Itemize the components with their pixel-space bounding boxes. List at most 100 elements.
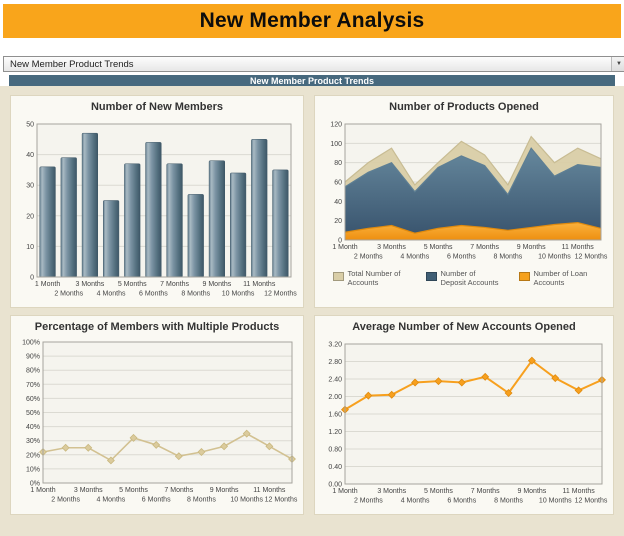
svg-text:4 Months: 4 Months (400, 254, 429, 261)
svg-text:1.20: 1.20 (328, 429, 342, 436)
header-banner: New Member Analysis (3, 4, 621, 38)
legend: Total Number of Accounts Number of Deposi… (315, 269, 613, 287)
svg-text:2.40: 2.40 (328, 377, 342, 384)
svg-text:80%: 80% (26, 368, 40, 375)
svg-text:10 Months: 10 Months (222, 291, 255, 298)
svg-text:120: 120 (330, 122, 342, 129)
legend-swatch-icon (332, 272, 344, 281)
svg-text:4 Months: 4 Months (97, 497, 126, 504)
svg-text:11 Months: 11 Months (562, 244, 595, 251)
svg-text:1 Month: 1 Month (332, 488, 357, 495)
bar-chart-new-members: 0 10 20 30 40 50 1 Month 2 Months 3 Months 4 Mont… (26, 122, 297, 298)
svg-text:12 Months: 12 Months (265, 497, 298, 504)
svg-text:3.20: 3.20 (328, 342, 342, 349)
svg-text:8 Months: 8 Months (187, 497, 216, 504)
svg-text:0: 0 (338, 238, 342, 245)
svg-text:2 Months: 2 Months (51, 497, 80, 504)
svg-text:4 Months: 4 Months (97, 291, 126, 298)
line-chart-multiple-products: 0% 10% 20% 30% 40% 50% 60% 70% 80% 90% 100% 1 Month… (22, 340, 298, 504)
panel-avg-accounts: Average Number of New Accounts Opened 0.… (314, 315, 614, 515)
svg-text:10%: 10% (26, 466, 40, 473)
svg-text:0.80: 0.80 (328, 447, 342, 454)
svg-text:9 Months: 9 Months (210, 487, 239, 494)
svg-text:7 Months: 7 Months (470, 244, 499, 251)
chart-title-products-opened: Number of Products Opened (389, 101, 539, 113)
svg-text:12 Months: 12 Months (575, 254, 608, 261)
svg-text:20: 20 (334, 218, 342, 225)
svg-text:60: 60 (334, 180, 342, 187)
svg-text:100%: 100% (22, 340, 40, 347)
svg-text:2.80: 2.80 (328, 359, 342, 366)
legend-item: Total Number of Accounts (332, 269, 410, 287)
svg-text:8 Months: 8 Months (494, 498, 523, 505)
svg-text:0%: 0% (30, 481, 40, 488)
svg-text:40: 40 (334, 199, 342, 206)
svg-text:10 Months: 10 Months (538, 254, 571, 261)
svg-text:7 Months: 7 Months (160, 281, 189, 288)
svg-text:5 Months: 5 Months (424, 244, 453, 251)
svg-text:6 Months: 6 Months (447, 498, 476, 505)
svg-text:50: 50 (26, 122, 34, 129)
report-selector-value: New Member Product Trends (10, 58, 134, 70)
svg-text:9 Months: 9 Months (203, 281, 232, 288)
svg-text:2 Months: 2 Months (354, 498, 383, 505)
svg-text:3 Months: 3 Months (76, 281, 105, 288)
svg-text:90%: 90% (26, 354, 40, 361)
panel-new-members: Number of New Members 0 10 20 30 40 50 1 Month… (10, 95, 304, 308)
panel-multiple-products: Percentage of Members with Multiple Prod… (10, 315, 304, 515)
svg-text:1.60: 1.60 (328, 412, 342, 419)
svg-text:1 Month: 1 Month (35, 281, 60, 288)
svg-text:5 Months: 5 Months (119, 487, 148, 494)
svg-text:6 Months: 6 Months (139, 291, 168, 298)
dashboard-content: Number of New Members 0 10 20 30 40 50 1 Month… (0, 86, 624, 536)
svg-text:5 Months: 5 Months (424, 488, 453, 495)
svg-text:10: 10 (26, 244, 34, 251)
svg-text:5 Months: 5 Months (118, 281, 147, 288)
svg-text:2 Months: 2 Months (54, 291, 83, 298)
legend-label: Number of Loan Accounts (533, 269, 588, 287)
svg-text:2 Months: 2 Months (354, 254, 383, 261)
legend-item: Number of Loan Accounts (518, 269, 596, 287)
svg-text:0.00: 0.00 (328, 482, 342, 489)
svg-text:11 Months: 11 Months (253, 487, 286, 494)
legend-swatch-icon (518, 272, 530, 281)
legend-label: Total Number of Accounts (347, 269, 401, 287)
section-header: New Member Product Trends (9, 75, 615, 86)
svg-text:4 Months: 4 Months (401, 498, 430, 505)
chart-title-new-members: Number of New Members (90, 101, 224, 113)
svg-text:0.40: 0.40 (328, 464, 342, 471)
svg-text:40%: 40% (26, 424, 40, 431)
svg-text:40: 40 (26, 152, 34, 159)
area-chart-products-opened: 0 20 40 60 80 100 120 1 Month 2 Months 3 Months 4 … (330, 122, 608, 261)
svg-text:30%: 30% (26, 438, 40, 445)
svg-text:0: 0 (30, 275, 34, 282)
chart-title-multiple-products: Percentage of Members with Multiple Prod… (34, 321, 280, 333)
svg-text:1 Month: 1 Month (332, 244, 357, 251)
svg-text:30: 30 (26, 183, 34, 190)
svg-text:100: 100 (330, 141, 342, 148)
report-selector-dropdown[interactable]: New Member Product Trends ▼ (3, 56, 624, 72)
svg-text:9 Months: 9 Months (517, 244, 546, 251)
svg-text:2.00: 2.00 (328, 394, 342, 401)
chart-title-avg-accounts: Average Number of New Accounts Opened (352, 321, 576, 333)
svg-text:20%: 20% (26, 452, 40, 459)
svg-text:12 Months: 12 Months (575, 498, 608, 505)
page-title: New Member Analysis (199, 9, 425, 32)
svg-text:50%: 50% (26, 410, 40, 417)
svg-text:10 Months: 10 Months (539, 498, 572, 505)
svg-text:80: 80 (334, 160, 342, 167)
svg-text:20: 20 (26, 213, 34, 220)
svg-text:3 Months: 3 Months (377, 488, 406, 495)
svg-text:70%: 70% (26, 382, 40, 389)
svg-text:1 Month: 1 Month (30, 487, 55, 494)
svg-text:11 Months: 11 Months (563, 488, 596, 495)
panel-products-opened: Number of Products Opened 0 20 40 60 80 100 12… (314, 95, 614, 308)
svg-text:6 Months: 6 Months (447, 254, 476, 261)
svg-text:8 Months: 8 Months (181, 291, 210, 298)
svg-text:7 Months: 7 Months (164, 487, 193, 494)
svg-text:7 Months: 7 Months (471, 488, 500, 495)
svg-text:3 Months: 3 Months (377, 244, 406, 251)
chevron-down-icon[interactable]: ▼ (611, 57, 624, 71)
svg-text:3 Months: 3 Months (74, 487, 103, 494)
svg-text:60%: 60% (26, 396, 40, 403)
